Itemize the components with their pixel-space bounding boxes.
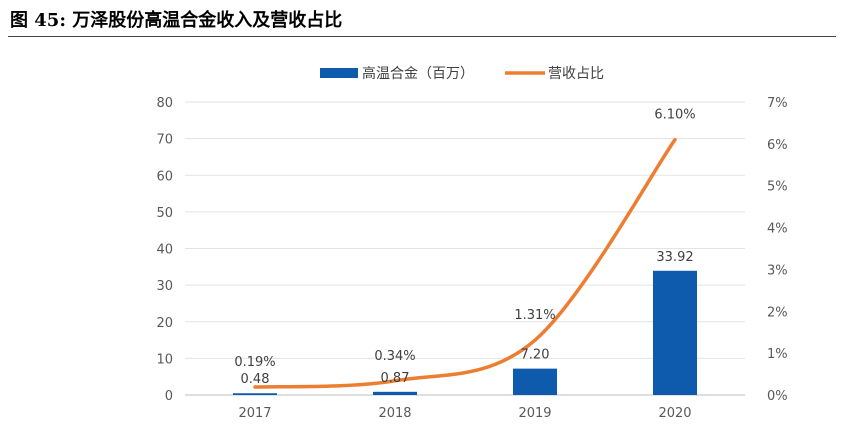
- y-right-tick-label: 0%: [767, 389, 788, 404]
- bar-data-label: 0.48: [241, 372, 270, 387]
- line-data-label: 0.34%: [374, 349, 415, 364]
- y-right-tick-label: 2%: [767, 305, 788, 320]
- y-left-tick-label: 80: [156, 96, 173, 111]
- y-right-tick-label: 7%: [767, 96, 788, 111]
- y-left-tick-label: 30: [156, 279, 173, 294]
- line-data-label: 0.19%: [234, 355, 275, 370]
- legend-label-bar: 高温合金（百万）: [362, 65, 474, 82]
- line-data-label: 1.31%: [514, 308, 555, 323]
- bar-data-label: 0.87: [381, 371, 410, 386]
- x-tick-label: 2020: [658, 406, 691, 421]
- bar-revenue: [373, 391, 417, 395]
- y-left-tick-label: 20: [156, 316, 173, 331]
- y-right-tick-label: 1%: [767, 347, 788, 362]
- x-tick-label: 2019: [518, 406, 551, 421]
- y-right-tick-label: 6%: [767, 138, 788, 153]
- title-divider: [8, 36, 836, 37]
- line-data-label: 6.10%: [654, 108, 695, 123]
- x-tick-label: 2018: [378, 406, 411, 421]
- line-share: [253, 137, 677, 389]
- legend-swatch-bar: [320, 68, 358, 78]
- bar-revenue: [653, 270, 697, 395]
- figure-title: 图 45: 万泽股份高温合金收入及营收占比: [10, 10, 343, 31]
- bar-data-label: 33.92: [656, 250, 693, 265]
- y-left-tick-label: 10: [156, 352, 173, 367]
- y-right-tick-label: 4%: [767, 222, 788, 237]
- legend-label-line: 营收占比: [548, 66, 604, 82]
- y-left-tick-label: 0: [165, 389, 173, 404]
- bar-revenue: [233, 393, 277, 395]
- y-right-tick-label: 3%: [767, 263, 788, 278]
- y-left-tick-label: 50: [156, 206, 173, 221]
- y-left-tick-label: 60: [156, 169, 173, 184]
- y-right-tick-label: 5%: [767, 180, 788, 195]
- x-tick-label: 2017: [238, 406, 271, 421]
- bar-data-label: 7.20: [521, 348, 550, 363]
- bar-revenue: [513, 368, 557, 395]
- y-left-tick-label: 40: [156, 243, 173, 258]
- y-left-tick-label: 70: [156, 133, 173, 148]
